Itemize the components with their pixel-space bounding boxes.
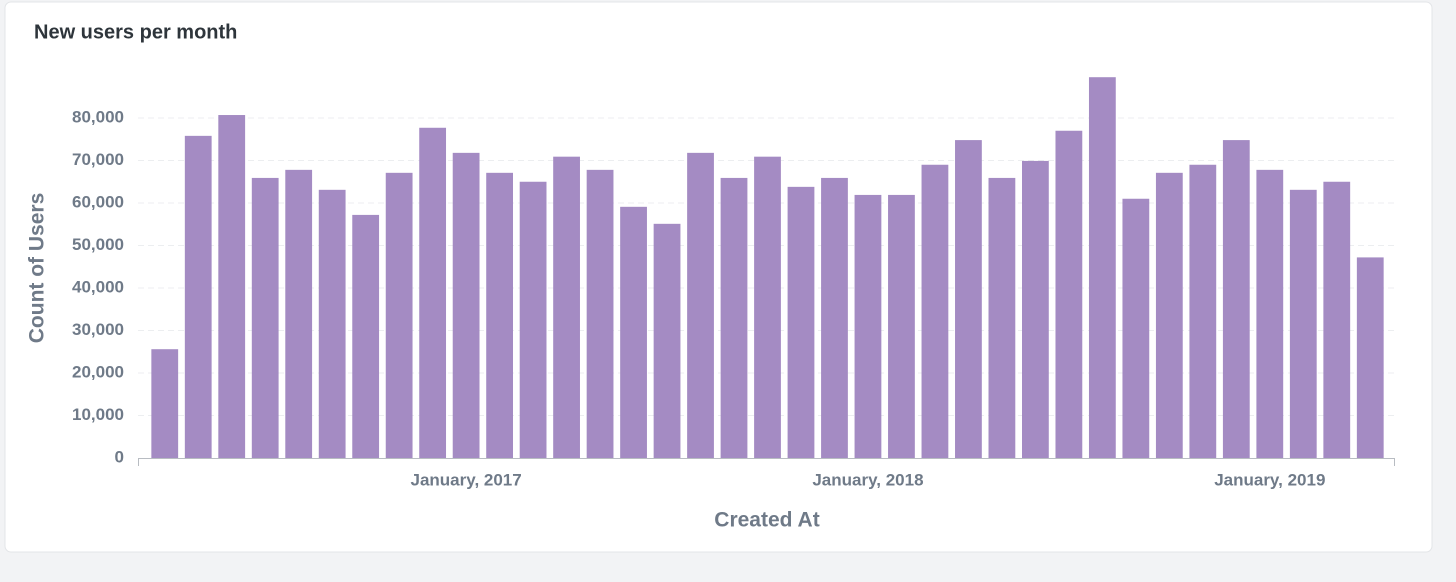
x-tick-label: January, 2017 [411, 470, 522, 489]
bar [184, 135, 212, 458]
bar [1222, 140, 1250, 458]
y-tick-label: 10,000 [72, 405, 124, 424]
bar [352, 214, 380, 458]
y-tick-label: 50,000 [72, 235, 124, 254]
chart-title: New users per month [34, 21, 237, 43]
bar [620, 206, 647, 458]
bar [385, 172, 413, 458]
bar [151, 349, 179, 458]
x-tick-label: January, 2018 [812, 470, 923, 489]
bar [586, 169, 614, 458]
bar [553, 156, 580, 459]
bar [687, 152, 714, 458]
y-axis-label: Count of Users [26, 193, 49, 344]
bar [218, 115, 246, 459]
bar [486, 172, 514, 458]
bar [318, 189, 346, 458]
bar [821, 177, 848, 459]
y-tick-label: 30,000 [72, 320, 124, 339]
y-tick-label: 80,000 [72, 107, 124, 126]
bar [1055, 130, 1083, 458]
bar [888, 194, 915, 459]
bar [1356, 257, 1384, 458]
bar [1021, 160, 1049, 459]
bar [921, 164, 949, 458]
bar [251, 177, 279, 459]
y-tick-label: 20,000 [72, 362, 124, 381]
bar [988, 177, 1016, 459]
y-tick-label: 0 [115, 447, 124, 466]
bar [854, 194, 882, 459]
bar [1289, 189, 1317, 458]
x-tick-label: January, 2019 [1214, 470, 1325, 489]
bar [1256, 169, 1284, 458]
bar [653, 223, 681, 458]
bar [285, 169, 313, 458]
bar [955, 140, 982, 458]
y-tick-label: 60,000 [72, 192, 124, 211]
bar [1155, 172, 1183, 458]
bar [419, 127, 447, 459]
bar [452, 152, 480, 458]
bar [787, 186, 815, 458]
y-tick-label: 70,000 [72, 150, 124, 169]
bar [754, 156, 781, 459]
bar [1323, 181, 1351, 458]
x-axis-label: Created At [714, 509, 819, 532]
bar [519, 181, 547, 458]
bar [720, 177, 748, 459]
bar [1189, 164, 1217, 458]
bar [1122, 198, 1150, 458]
y-tick-label: 40,000 [72, 277, 124, 296]
bar [1088, 77, 1116, 458]
